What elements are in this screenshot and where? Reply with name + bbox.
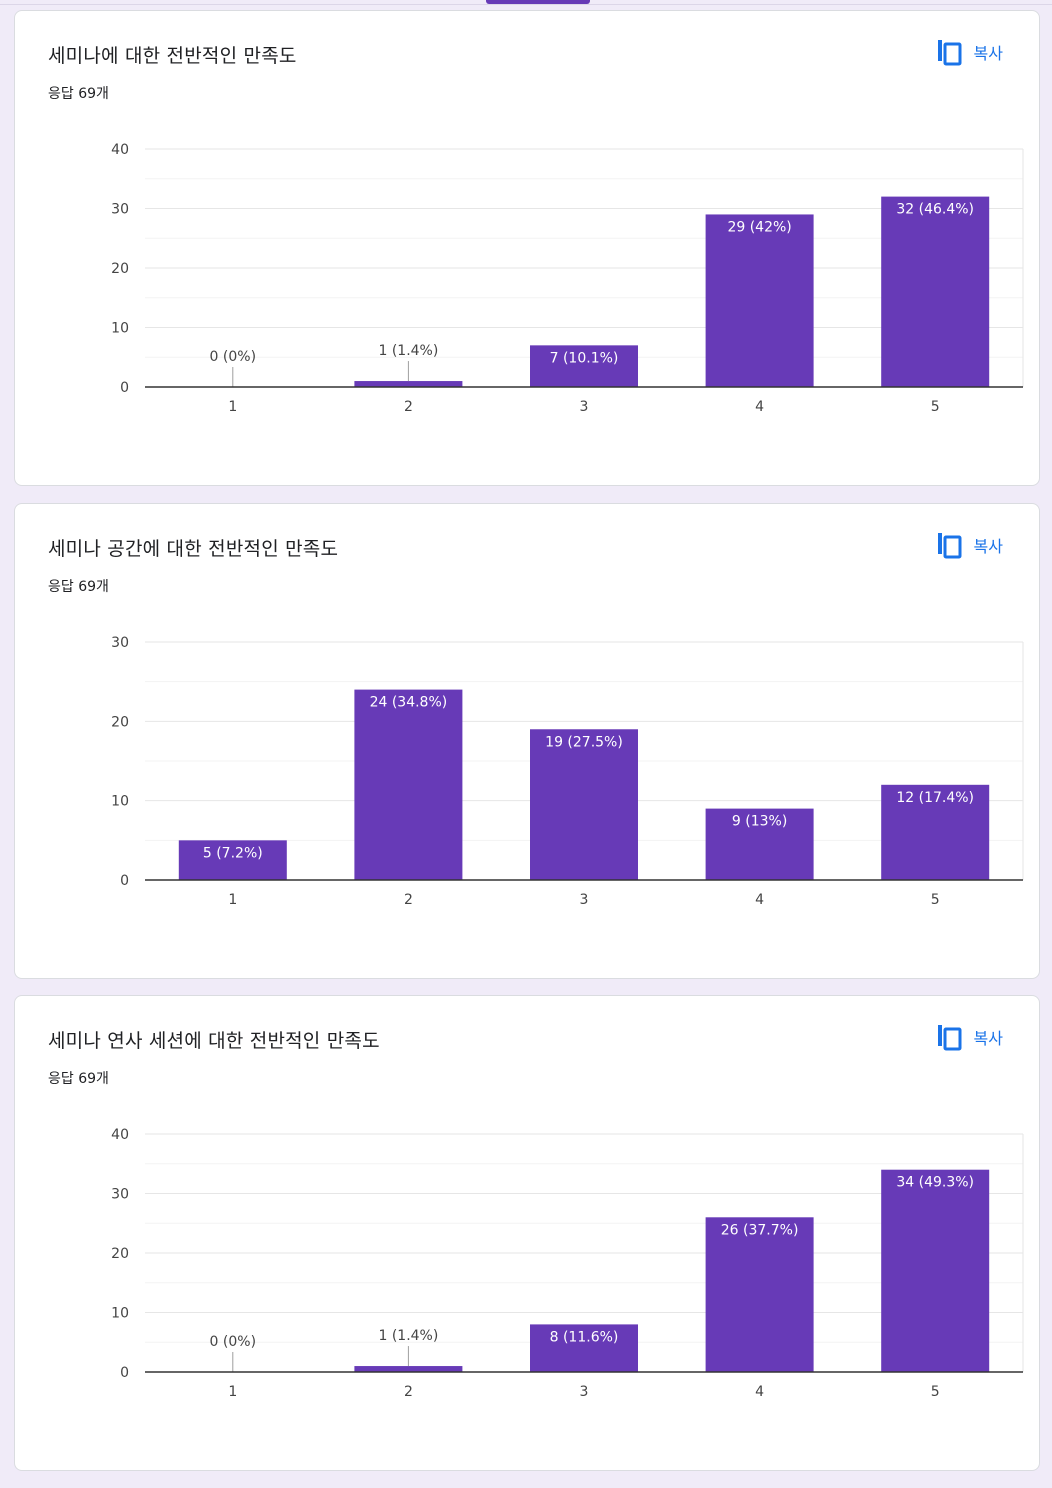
data-label: 0 (0%) [210,1334,257,1350]
x-tick-label: 4 [755,892,764,908]
x-tick-label: 3 [580,399,589,415]
y-tick-label: 20 [111,1246,129,1262]
bar [354,381,463,387]
question-title: 세미나 연사 세션에 대한 전반적인 만족도 [48,1030,380,1052]
question-card-2: 세미나 공간에 대한 전반적인 만족도 응답 69개 복사 0 10 20 30 5 (… [14,503,1040,979]
y-tick-label: 30 [111,635,129,651]
bar-chart: 0 10 20 30 40 0 (0%) 1 1 (1.4%) 2 7 (10.1%) 3 29 (4… [111,142,1024,415]
y-tick-label: 20 [111,261,129,277]
response-count: 응답 69개 [48,86,109,102]
bar [705,214,814,387]
bar [881,1169,990,1372]
bar [178,840,287,880]
bar [354,1366,463,1372]
data-label: 32 (46.4%) [896,202,974,218]
data-label: 19 (27.5%) [545,734,623,750]
y-tick-label: 20 [111,714,129,730]
bar [705,808,814,880]
x-tick-label: 2 [404,1384,413,1400]
data-label: 7 (10.1%) [550,350,619,366]
copy-icon [937,40,962,66]
copy-button[interactable]: 복사 [936,1022,1003,1052]
data-label: 8 (11.6%) [550,1329,619,1345]
x-tick-label: 1 [228,399,237,415]
bar-chart: 0 10 20 30 40 0 (0%) 1 1 (1.4%) 2 8 (11.6%) 3 26 (3… [111,1127,1024,1400]
top-divider [0,4,1052,5]
y-tick-label: 0 [120,380,129,396]
data-label: 34 (49.3%) [896,1175,974,1191]
data-label: 5 (7.2%) [203,845,263,861]
copy-label: 복사 [973,1029,1003,1048]
x-tick-label: 5 [931,399,940,415]
y-tick-label: 0 [120,873,129,889]
x-tick-label: 1 [228,1384,237,1400]
copy-button[interactable]: 복사 [936,37,1003,67]
data-label: 1 (1.4%) [378,343,438,359]
bar [530,1324,638,1372]
y-tick-label: 40 [111,1127,129,1143]
bar [530,345,638,387]
response-count: 응답 69개 [48,579,109,595]
response-count: 응답 69개 [48,1071,109,1087]
bar [354,689,463,880]
bar [530,729,638,880]
y-tick-label: 30 [111,202,129,218]
y-tick-label: 10 [111,794,129,810]
x-tick-label: 4 [755,399,764,415]
data-label: 12 (17.4%) [896,790,974,806]
y-tick-label: 40 [111,142,129,158]
question-title: 세미나 공간에 대한 전반적인 만족도 [48,538,339,560]
x-tick-label: 2 [404,399,413,415]
y-tick-label: 30 [111,1187,129,1203]
bar [705,1217,814,1372]
copy-label: 복사 [973,44,1003,63]
bar [881,196,990,387]
y-tick-label: 0 [120,1365,129,1381]
data-label: 9 (13%) [732,814,787,830]
data-label: 1 (1.4%) [378,1328,438,1344]
copy-icon [937,533,962,559]
data-label: 0 (0%) [210,349,257,365]
y-tick-label: 10 [111,1306,129,1322]
data-label: 26 (37.7%) [721,1222,799,1238]
question-title: 세미나에 대한 전반적인 만족도 [48,45,297,67]
question-card-3: 세미나 연사 세션에 대한 전반적인 만족도 응답 69개 복사 0 10 20 30… [14,995,1040,1471]
copy-label: 복사 [973,537,1003,556]
data-label: 24 (34.8%) [370,695,448,711]
x-tick-label: 5 [931,892,940,908]
bar [881,784,990,880]
x-tick-label: 2 [404,892,413,908]
y-tick-label: 10 [111,321,129,337]
x-tick-label: 3 [580,1384,589,1400]
question-card-1: 세미나에 대한 전반적인 만족도 응답 69개 복사 0 10 20 30 40 0 (0… [14,10,1040,486]
copy-button[interactable]: 복사 [936,530,1003,560]
data-label: 29 (42%) [727,219,791,235]
copy-icon [937,1025,962,1051]
x-tick-label: 1 [228,892,237,908]
active-tab-indicator [486,0,590,4]
bar-chart: 0 10 20 30 5 (7.2%) 1 24 (34.8%) 2 19 (27.5%) 3 9 … [111,635,1024,908]
x-tick-label: 3 [580,892,589,908]
x-tick-label: 5 [931,1384,940,1400]
x-tick-label: 4 [755,1384,764,1400]
